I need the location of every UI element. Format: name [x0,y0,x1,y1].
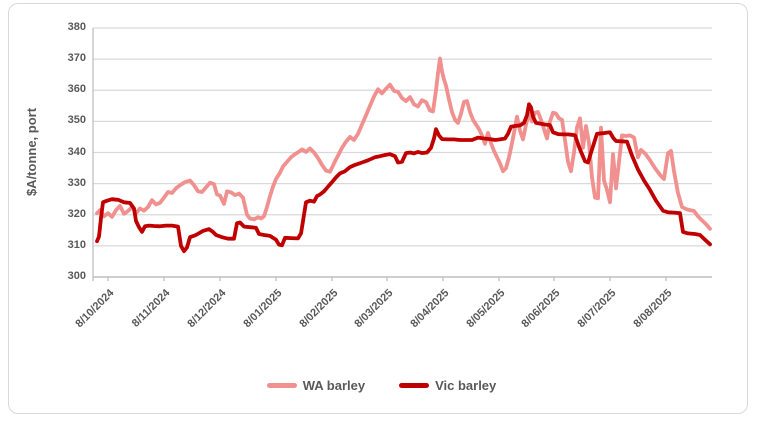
y-tick-label-310: 310 [67,238,86,251]
legend-swatch-vic-barley [399,383,430,388]
legend-label-wa-barley: WA barley [302,378,366,393]
legend: WA barley Vic barley [0,378,763,393]
y-tick-label-380: 380 [67,21,86,33]
legend-label-vic-barley: Vic barley [435,378,497,393]
y-tick-label-340: 340 [67,145,86,158]
y-tick-label-370: 370 [67,52,86,65]
y-tick-label-320: 320 [67,207,86,220]
legend-item-wa-barley[interactable]: WA barley [266,378,366,393]
y-tick-label-360: 360 [67,83,86,96]
y-tick-label-330: 330 [67,176,86,189]
series-line-wa-barley[interactable] [95,56,712,231]
y-tick-label-300: 300 [67,270,86,282]
legend-swatch-wa-barley [266,383,297,388]
series-line-vic-barley[interactable] [95,102,712,254]
legend-item-vic-barley[interactable]: Vic barley [399,378,496,393]
y-tick-label-350: 350 [67,114,86,127]
